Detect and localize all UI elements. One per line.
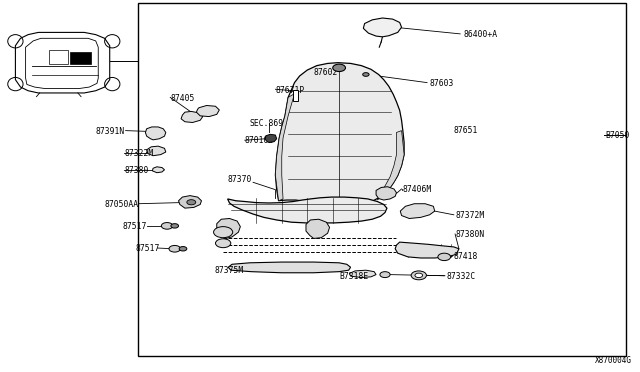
Circle shape (380, 272, 390, 278)
Text: X870004G: X870004G (595, 356, 632, 365)
Text: 87406M: 87406M (403, 185, 432, 194)
Polygon shape (49, 50, 68, 64)
Polygon shape (228, 197, 387, 223)
Text: 87380: 87380 (124, 166, 148, 175)
Polygon shape (400, 204, 435, 218)
Bar (138, 3, 626, 356)
Text: 87380N: 87380N (455, 230, 484, 239)
Text: 87372M: 87372M (455, 211, 484, 220)
Circle shape (169, 246, 180, 252)
Circle shape (216, 239, 231, 248)
Text: 87322M: 87322M (124, 149, 154, 158)
Polygon shape (306, 219, 330, 238)
Text: 87332C: 87332C (446, 272, 476, 281)
Polygon shape (147, 146, 166, 156)
Polygon shape (376, 187, 396, 200)
Text: 87517: 87517 (135, 244, 159, 253)
Circle shape (161, 222, 173, 229)
Circle shape (179, 247, 187, 251)
Polygon shape (145, 127, 166, 140)
Circle shape (411, 271, 426, 280)
Polygon shape (15, 32, 109, 93)
Polygon shape (181, 112, 203, 122)
Text: 87370: 87370 (228, 175, 252, 184)
Circle shape (171, 224, 179, 228)
Text: 87050AA: 87050AA (104, 200, 139, 209)
Circle shape (363, 73, 369, 76)
Polygon shape (395, 242, 459, 258)
Polygon shape (217, 218, 241, 238)
Polygon shape (228, 262, 351, 273)
Text: 87602: 87602 (314, 68, 338, 77)
Polygon shape (70, 52, 91, 64)
Polygon shape (179, 196, 202, 208)
Text: B7318E: B7318E (339, 272, 369, 281)
Circle shape (187, 200, 196, 205)
Text: 87603: 87603 (429, 79, 454, 88)
Text: 87391N: 87391N (96, 127, 125, 136)
Text: 87375M: 87375M (215, 266, 244, 275)
Circle shape (438, 253, 451, 260)
Polygon shape (378, 131, 404, 200)
Text: 87651: 87651 (454, 126, 478, 135)
Text: 86400+A: 86400+A (463, 30, 497, 39)
Polygon shape (152, 167, 164, 173)
Text: 87418: 87418 (454, 252, 478, 262)
Circle shape (333, 64, 346, 71)
Text: 87671P: 87671P (275, 86, 305, 94)
Text: 87010B: 87010B (245, 137, 274, 145)
Text: B7050: B7050 (605, 131, 630, 140)
Polygon shape (196, 106, 220, 116)
Polygon shape (349, 270, 376, 278)
Polygon shape (265, 134, 276, 142)
Circle shape (415, 273, 422, 278)
Polygon shape (292, 90, 298, 101)
Polygon shape (364, 18, 401, 37)
Polygon shape (275, 62, 404, 206)
Text: 87405: 87405 (170, 94, 195, 103)
Circle shape (214, 227, 233, 238)
Text: SEC.869: SEC.869 (250, 119, 284, 128)
Polygon shape (275, 94, 294, 201)
Text: 87517: 87517 (122, 222, 147, 231)
